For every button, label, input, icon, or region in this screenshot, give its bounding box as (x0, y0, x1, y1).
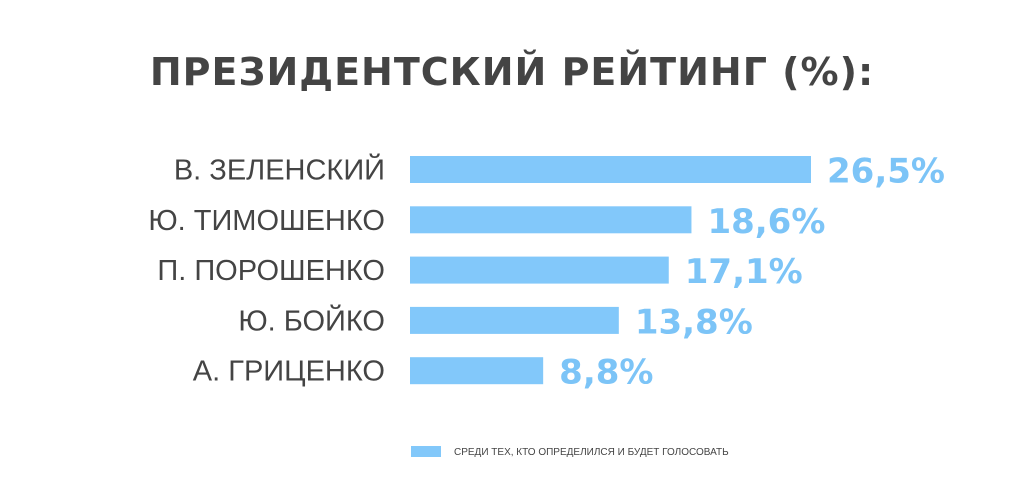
value-label: 26,5% (827, 152, 945, 192)
bar (410, 256, 669, 284)
category-label: П. ПОРОШЕНКО (157, 255, 385, 287)
bar (410, 357, 544, 385)
bar (410, 306, 619, 334)
chart-title: ПРЕЗИДЕНТСКИЙ РЕЙТИНГ (%): (149, 50, 875, 94)
value-label: 17,1% (685, 252, 803, 292)
value-label: 8,8% (559, 353, 653, 393)
value-label: 18,6% (707, 202, 825, 242)
category-label: А. ГРИЦЕНКО (193, 356, 385, 388)
category-label: Ю. БОЙКО (238, 303, 385, 337)
bar (410, 156, 811, 183)
value-label: 13,8% (635, 302, 753, 342)
category-label: В. ЗЕЛЕНСКИЙ (174, 153, 385, 187)
legend-swatch (411, 446, 441, 457)
category-label: Ю. ТИМОШЕНКО (148, 205, 385, 237)
legend-label: СРЕДИ ТЕХ, КТО ОПРЕДЕЛИЛСЯ И БУДЕТ ГОЛОС… (454, 447, 729, 458)
bar (410, 206, 692, 234)
